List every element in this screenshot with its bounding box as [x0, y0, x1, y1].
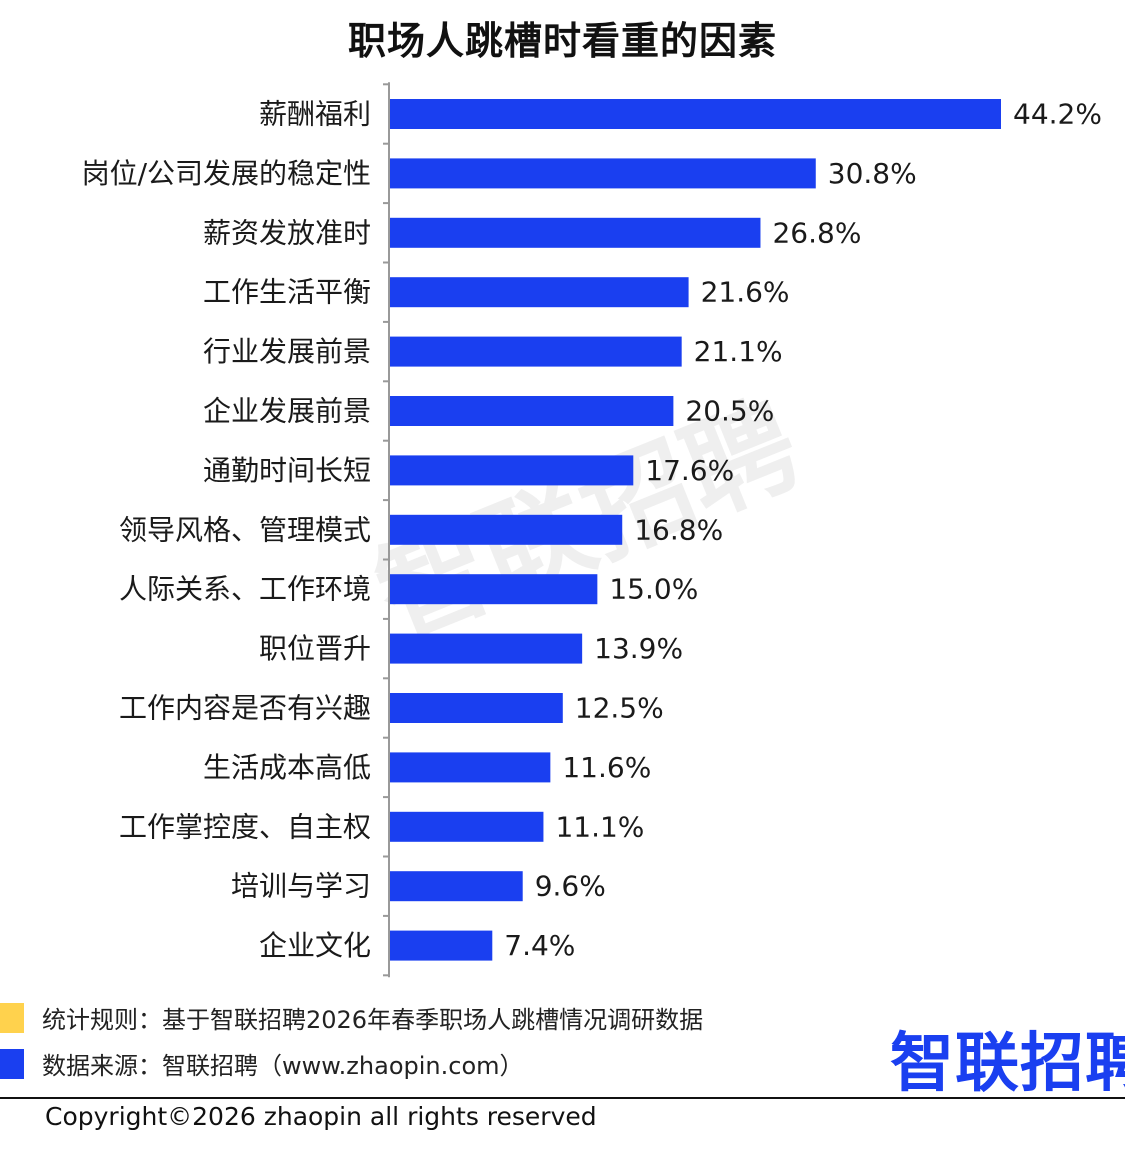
value-label: 9.6%: [535, 870, 606, 903]
category-label: 职位晋升: [259, 632, 371, 665]
bar: [390, 336, 682, 367]
bar: [390, 811, 544, 842]
category-label: 企业发展前景: [203, 395, 371, 428]
bar: [390, 277, 689, 308]
bar: [390, 158, 816, 189]
bar: [390, 871, 523, 902]
bar: [390, 930, 493, 961]
bar-chart: 薪酬福利 44.2% 岗位/公司发展的稳定性 30.8% 薪资发放准时 26.8% 工作生活…: [82, 82, 1102, 978]
category-label: 工作生活平衡: [203, 276, 371, 309]
category-label: 人际关系、工作环境: [119, 573, 371, 606]
value-label: 12.5%: [575, 692, 664, 725]
legend-item-rules: 统计规则：基于智联招聘2026年春季职场人跳槽情况调研数据: [0, 1000, 703, 1035]
bar: [390, 633, 583, 664]
category-label: 领导风格、管理模式: [119, 513, 371, 546]
category-label: 企业文化: [259, 929, 371, 962]
legend-swatch-yellow: [0, 1002, 24, 1033]
bar: [390, 574, 598, 605]
bar: [390, 217, 761, 248]
bar: [390, 455, 634, 486]
value-label: 7.4%: [504, 929, 575, 962]
category-label: 通勤时间长短: [203, 454, 371, 487]
legend-item-source: 数据来源：智联招聘（www.zhaopin.com）: [0, 1046, 524, 1081]
bar: [390, 514, 623, 545]
bar: [390, 99, 1001, 129]
value-label: 15.0%: [609, 573, 698, 606]
category-label: 薪资发放准时: [203, 216, 371, 249]
legend-text-rules: 统计规则：基于智联招聘2026年春季职场人跳槽情况调研数据: [42, 1006, 704, 1034]
bar: [390, 396, 674, 426]
value-label: 26.8%: [772, 216, 861, 249]
value-label: 13.9%: [594, 632, 683, 665]
category-label: 薪酬福利: [259, 98, 371, 131]
category-label: 行业发展前景: [203, 335, 371, 368]
category-label: 工作掌控度、自主权: [119, 810, 371, 843]
footer-divider: [0, 1097, 1125, 1099]
value-label: 17.6%: [645, 454, 734, 487]
value-label: 21.1%: [694, 335, 783, 368]
bar: [390, 693, 563, 723]
category-label: 工作内容是否有兴趣: [119, 692, 371, 725]
value-label: 30.8%: [828, 157, 917, 190]
value-label: 20.5%: [685, 395, 774, 428]
legend-text-source: 数据来源：智联招聘（www.zhaopin.com）: [42, 1052, 524, 1080]
category-label: 岗位/公司发展的稳定性: [82, 157, 371, 190]
value-label: 21.6%: [701, 276, 790, 309]
category-label: 生活成本高低: [203, 751, 371, 784]
legend-swatch-blue: [0, 1048, 24, 1079]
chart-title: 职场人跳槽时看重的因素: [347, 19, 777, 63]
value-label: 11.1%: [555, 810, 644, 843]
value-label: 16.8%: [634, 513, 723, 546]
bar: [390, 752, 551, 783]
brand-logo: 智联招聘: [890, 1027, 1125, 1101]
value-label: 44.2%: [1013, 98, 1102, 131]
copyright-text: Copyright©2026 zhaopin all rights reserv…: [45, 1102, 597, 1131]
value-label: 11.6%: [562, 751, 651, 784]
category-label: 培训与学习: [231, 870, 371, 903]
